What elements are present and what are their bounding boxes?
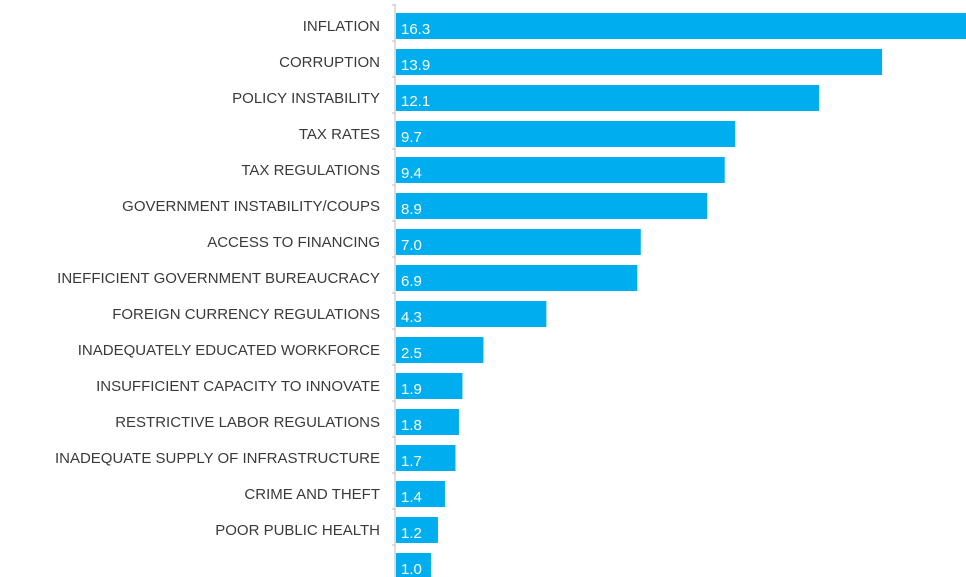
bar [396, 553, 431, 577]
bar [396, 229, 641, 255]
bar [396, 265, 638, 291]
value-label: 4.3 [401, 309, 422, 326]
bar [396, 481, 445, 507]
category-label: INFLATION [303, 18, 380, 35]
bar [396, 445, 456, 471]
category-label: RESTRICTIVE LABOR REGULATIONS [115, 414, 380, 431]
category-label: CRIME AND THEFT [244, 486, 380, 503]
bar [396, 517, 438, 543]
value-label: 13.9 [401, 57, 430, 74]
category-label: POOR PUBLIC HEALTH [215, 522, 380, 539]
bar [396, 193, 708, 219]
category-label: INADEQUATE SUPPLY OF INFRASTRUCTURE [55, 450, 380, 467]
bar [396, 13, 966, 39]
bar [396, 301, 547, 327]
category-label: INSUFFICIENT CAPACITY TO INNOVATE [96, 378, 380, 395]
value-label: 12.1 [401, 93, 430, 110]
bar [396, 49, 883, 75]
value-label: 7.0 [401, 237, 422, 254]
value-label: 16.3 [401, 21, 430, 38]
category-label: TAX REGULATIONS [241, 162, 380, 179]
value-label: 1.7 [401, 453, 422, 470]
category-label: POLICY INSTABILITY [232, 90, 380, 107]
value-label: 1.0 [401, 561, 422, 577]
category-label: GOVERNMENT INSTABILITY/COUPS [122, 198, 380, 215]
bar [396, 409, 459, 435]
value-label: 9.4 [401, 165, 422, 182]
bar [396, 337, 484, 363]
category-label: TAX RATES [299, 126, 380, 143]
value-label: 9.7 [401, 129, 422, 146]
bar [396, 157, 725, 183]
category-label: CORRUPTION [279, 54, 380, 71]
value-label: 1.4 [401, 489, 422, 506]
category-label: INEFFICIENT GOVERNMENT BUREAUCRACY [57, 270, 380, 287]
value-label: 2.5 [401, 345, 422, 362]
bar [396, 85, 820, 111]
value-label: 8.9 [401, 201, 422, 218]
value-label: 1.2 [401, 525, 422, 542]
value-label: 1.9 [401, 381, 422, 398]
value-label: 6.9 [401, 273, 422, 290]
bar [396, 121, 736, 147]
value-label: 1.8 [401, 417, 422, 434]
category-label: INADEQUATELY EDUCATED WORKFORCE [78, 342, 380, 359]
category-label: ACCESS TO FINANCING [207, 234, 380, 251]
category-label: FOREIGN CURRENCY REGULATIONS [112, 306, 380, 323]
bar [396, 373, 463, 399]
